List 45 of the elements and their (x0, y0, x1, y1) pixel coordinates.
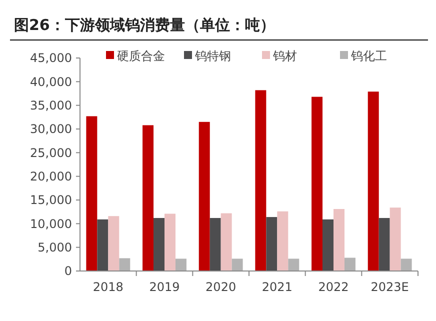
legend-label: 硬质合金 (117, 49, 165, 64)
bar (220, 213, 232, 271)
bar (312, 96, 323, 271)
bar (255, 90, 266, 271)
bar (288, 258, 300, 271)
bar (97, 219, 108, 271)
y-tick-label: 35,000 (30, 98, 72, 113)
bar (164, 214, 176, 271)
bar (154, 218, 164, 271)
x-tick-label: 2022 (318, 280, 349, 294)
x-tick-label: 2020 (206, 280, 236, 294)
bar (108, 216, 120, 271)
bar (142, 125, 154, 271)
bar (198, 122, 210, 271)
bar (119, 258, 130, 271)
bar (266, 217, 278, 271)
y-tick-label: 10,000 (30, 216, 72, 231)
bar (86, 116, 98, 271)
x-tick-label: 2019 (149, 280, 180, 294)
bar (378, 218, 390, 271)
x-tick-label: 2018 (92, 280, 124, 294)
y-tick-label: 5,000 (38, 240, 72, 255)
chart-title: 图26：下游领域钨消费量（单位：吨） (14, 16, 275, 34)
x-tick-label: 2023E (370, 280, 409, 294)
legend-label: 钨化工 (350, 49, 387, 64)
bar (334, 208, 344, 271)
y-tick-label: 15,000 (30, 193, 72, 208)
x-tick-label: 2021 (262, 280, 292, 294)
bar (400, 258, 412, 271)
y-tick-label: 30,000 (30, 122, 72, 136)
y-tick-label: 25,000 (30, 146, 72, 160)
bar (344, 258, 356, 271)
y-tick-label: 0 (64, 264, 72, 278)
y-tick-label: 20,000 (30, 170, 72, 184)
legend-label: 钨材 (272, 49, 297, 64)
bar (175, 258, 186, 271)
bar (368, 92, 379, 271)
y-tick-label: 40,000 (30, 74, 72, 89)
y-tick-label: 45,000 (30, 51, 72, 66)
bar (322, 219, 334, 271)
legend-label: 钨特钢 (194, 49, 231, 64)
bar (390, 208, 401, 271)
bar (232, 258, 243, 271)
bar (277, 211, 288, 271)
bar (210, 218, 221, 271)
